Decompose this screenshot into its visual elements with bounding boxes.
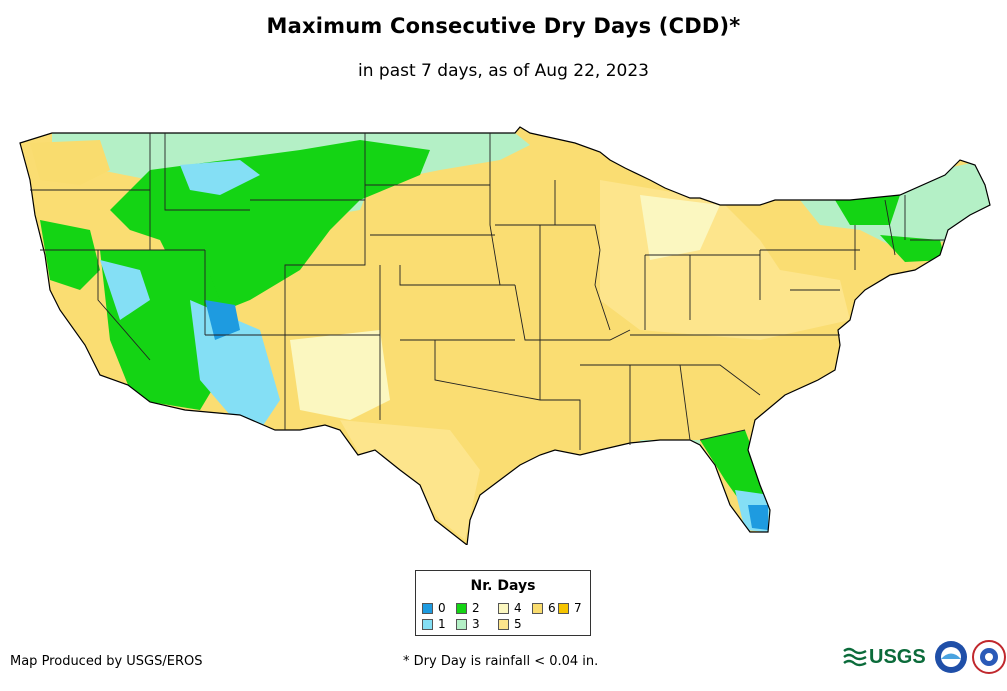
- legend-item-2: 2: [456, 601, 480, 615]
- legend-label-6: 6: [548, 601, 556, 615]
- legend-item-3: 3: [456, 617, 480, 631]
- cdd-fill-4-michigan: [640, 195, 720, 260]
- legend-label-1: 1: [438, 617, 446, 631]
- legend-item-4: 4: [498, 601, 522, 615]
- us-cdd-map: [19, 126, 991, 545]
- legend-swatch-7: [558, 602, 569, 614]
- legend-swatch-2: [456, 602, 467, 614]
- legend-item-7: 7: [558, 601, 582, 615]
- legend-title: Nr. Days: [470, 578, 536, 594]
- cdd-fill-2-newengland: [880, 235, 945, 262]
- legend-swatch-4: [498, 602, 509, 614]
- noaa-logo: [934, 641, 967, 673]
- legend-swatch-3: [456, 618, 467, 630]
- legend-swatch-5: [498, 618, 509, 630]
- cdd-fill-2-northcalifornia: [40, 220, 100, 290]
- cdd-fill-1-idaho: [180, 160, 260, 195]
- map-title: Maximum Consecutive Dry Days (CDD)*: [266, 14, 741, 38]
- state-boundaries: [30, 133, 945, 450]
- cdd-fill-6-washington: [30, 140, 110, 185]
- legend-label-4: 4: [514, 601, 522, 615]
- cdd-fill-1-arizona: [190, 300, 280, 430]
- legend-label-0: 0: [438, 601, 446, 615]
- usgs-logo-text: USGS: [869, 645, 926, 668]
- cdd-fill-1-nevada: [100, 260, 150, 320]
- cdd-raster: [20, 127, 990, 545]
- cdd-fill-3-gulfcoast: [640, 440, 700, 470]
- legend-swatch-6: [532, 602, 543, 614]
- dry-day-footnote: * Dry Day is rainfall < 0.04 in.: [403, 654, 599, 669]
- cdd-fill-2-newyork: [835, 195, 900, 225]
- usgs-logo: USGS: [843, 646, 926, 669]
- legend-label-7: 7: [574, 601, 582, 615]
- legend-item-5: 5: [498, 617, 522, 631]
- cdd-fill-0-florida: [748, 505, 768, 530]
- map-subtitle: in past 7 days, as of Aug 22, 2023: [358, 61, 649, 81]
- legend-swatch-1: [422, 618, 433, 630]
- us-outline: [19, 126, 991, 545]
- map-legend: Nr. Days 0 1 2 3 4 5 6: [415, 570, 591, 636]
- legend-label-2: 2: [472, 601, 480, 615]
- legend-item-6: 6: [532, 601, 556, 615]
- cdd-fill-0-utah: [205, 300, 240, 340]
- legend-label-3: 3: [472, 617, 480, 631]
- cdd-fill-4-newmexico: [290, 330, 390, 420]
- legend-grid: 0 1 2 3 4 5 6 7: [422, 601, 587, 633]
- legend-swatch-0: [422, 602, 433, 614]
- agency-logos: USGS: [843, 640, 1006, 674]
- legend-item-1: 1: [422, 617, 446, 631]
- map-credit: Map Produced by USGS/EROS: [10, 654, 203, 669]
- legend-label-5: 5: [514, 617, 522, 631]
- nws-logo: [971, 640, 1006, 674]
- legend-item-0: 0: [422, 601, 446, 615]
- usgs-waves-icon: [843, 647, 867, 667]
